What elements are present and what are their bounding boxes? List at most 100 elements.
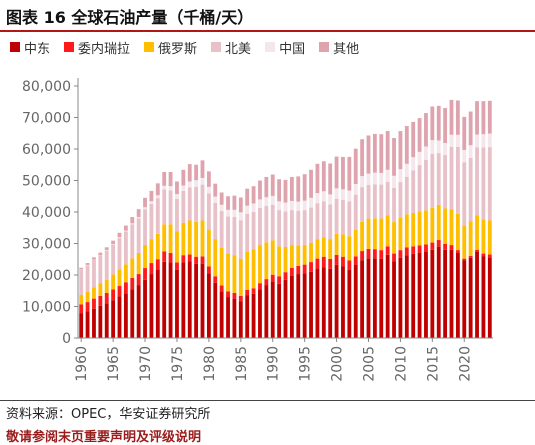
- bar-segment: [156, 259, 160, 269]
- bar-segment: [86, 311, 90, 338]
- x-tick-label: 1970: [138, 346, 154, 382]
- bar-segment: [328, 239, 332, 259]
- bar-segment: [143, 245, 147, 268]
- bar-segment: [264, 197, 268, 206]
- bar-segment: [239, 296, 243, 301]
- bar-segment: [328, 269, 332, 338]
- x-tick-label: 1985: [234, 346, 250, 382]
- disclaimer-note: 敬请参阅末页重要声明及评级说明: [6, 426, 201, 445]
- bar-segment: [373, 218, 377, 249]
- bar-segment: [239, 198, 243, 213]
- bar-segment: [252, 204, 256, 213]
- bar-segment: [150, 204, 154, 239]
- bar-segment: [264, 285, 268, 338]
- bar-segment: [456, 100, 460, 134]
- bar-segment: [450, 209, 454, 245]
- bar-segment: [341, 257, 345, 267]
- bar-segment: [482, 134, 486, 147]
- bar-segment: [367, 219, 371, 249]
- bar-segment: [322, 191, 326, 201]
- bar-segment: [341, 234, 345, 256]
- bar-segment: [213, 276, 217, 283]
- bar-segment: [418, 152, 422, 165]
- bar-segment: [437, 153, 441, 205]
- bar-segment: [124, 293, 128, 338]
- bar-segment: [79, 313, 83, 338]
- bar-segment: [418, 165, 422, 211]
- bar-segment: [226, 254, 230, 292]
- bar-segment: [201, 160, 205, 178]
- bar-segment: [488, 255, 492, 258]
- bar-segment: [379, 185, 383, 219]
- bar-segment: [411, 170, 415, 213]
- bar-segment: [379, 250, 383, 259]
- bar-segment: [181, 170, 185, 186]
- bar-segment: [156, 269, 160, 338]
- bar-segment: [475, 101, 479, 134]
- bar-segment: [162, 262, 166, 338]
- bar-segment: [456, 135, 460, 147]
- bar-segment: [245, 214, 249, 252]
- bar-segment: [437, 240, 441, 247]
- bar-segment: [201, 221, 205, 257]
- bar-segment: [386, 255, 390, 338]
- bar-segment: [296, 245, 300, 265]
- bar-segment: [111, 245, 115, 275]
- bar-segment: [303, 245, 307, 265]
- bar-segment: [462, 150, 466, 162]
- bar-segment: [373, 134, 377, 173]
- bar-segment: [462, 162, 466, 225]
- bar-segment: [252, 249, 256, 288]
- bar-segment: [430, 243, 434, 250]
- bar-segment: [437, 205, 441, 240]
- bar-segment: [347, 201, 351, 236]
- bar-segment: [194, 264, 198, 338]
- bar-segment: [137, 253, 141, 274]
- bar-segment: [284, 211, 288, 247]
- bar-segment: [156, 195, 160, 198]
- bar-segment: [386, 170, 390, 182]
- bar-segment: [296, 266, 300, 274]
- bar-segment: [386, 131, 390, 170]
- legend-item: 中东: [10, 38, 50, 57]
- bar-segment: [328, 204, 332, 239]
- bar-segment: [443, 143, 447, 155]
- bar-segment: [98, 296, 102, 306]
- bar-segment: [137, 217, 141, 218]
- bar-segment: [233, 196, 237, 210]
- bar-segment: [405, 247, 409, 255]
- bar-segment: [245, 290, 249, 296]
- bar-segment: [475, 147, 479, 215]
- bar-segment: [118, 233, 122, 237]
- bar-segment: [347, 236, 351, 260]
- bar-segment: [367, 185, 371, 219]
- bar-segment: [264, 177, 268, 197]
- bar-segment: [284, 247, 288, 272]
- bar-segment: [341, 157, 345, 189]
- bar-segment: [360, 222, 364, 251]
- bar-segment: [156, 198, 160, 234]
- bar-segment: [399, 258, 403, 338]
- bar-segment: [277, 276, 281, 284]
- bar-segment: [130, 278, 134, 289]
- legend-label: 委内瑞拉: [78, 38, 130, 57]
- bar-segment: [430, 106, 434, 140]
- bar-segment: [130, 224, 134, 258]
- bar-segment: [220, 205, 224, 211]
- bar-segment: [277, 246, 281, 276]
- bar-segment: [194, 180, 198, 187]
- bar-segment: [201, 178, 205, 185]
- bar-segment: [105, 247, 109, 250]
- bar-segment: [252, 186, 256, 203]
- bar-segment: [475, 250, 479, 252]
- bar-segment: [482, 256, 486, 338]
- bar-segment: [475, 252, 479, 338]
- bar-segment: [86, 292, 90, 302]
- bar-segment: [303, 201, 307, 210]
- bar-segment: [456, 250, 460, 253]
- bar-segment: [169, 224, 173, 253]
- bar-segment: [245, 189, 249, 206]
- legend-swatch: [265, 42, 275, 52]
- bar-segment: [92, 257, 96, 259]
- y-tick-label: 0: [62, 331, 71, 347]
